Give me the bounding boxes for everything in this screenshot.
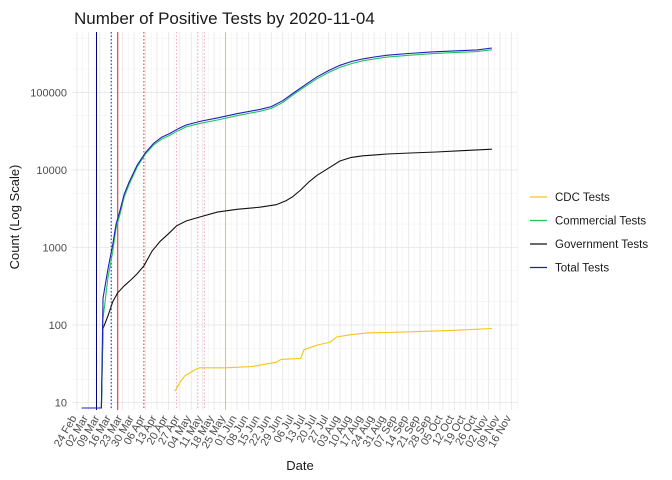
series-line-government-tests [81, 148, 492, 409]
y-tick-label: 1000 [43, 242, 67, 254]
series-line-cdc-tests [174, 327, 492, 392]
legend-label: CDC Tests [555, 192, 610, 204]
vertical-markers [96, 32, 227, 410]
chart-title: Number of Positive Tests by 2020-11-04 [74, 9, 375, 28]
y-axis-title: Count (Log Scale) [7, 165, 22, 270]
legend-label: Commercial Tests [555, 216, 646, 228]
y-tick-label: 100 [49, 320, 67, 332]
y-tick-label: 100000 [30, 87, 67, 99]
series-line-commercial-tests [81, 49, 492, 409]
legend: CDC Tests Commercial Tests Government Test… [530, 192, 648, 275]
legend-label: Total Tests [555, 263, 609, 275]
legend-label: Government Tests [555, 239, 648, 251]
y-axis-ticks: 10 100 1000 10000 100000 [30, 87, 67, 409]
series-lines [81, 47, 492, 409]
series-line-total-tests [81, 47, 492, 409]
x-axis-title: Date [286, 458, 313, 473]
plot-grid [72, 32, 518, 410]
y-tick-label: 10 [55, 397, 67, 409]
y-tick-label: 10000 [36, 165, 67, 177]
